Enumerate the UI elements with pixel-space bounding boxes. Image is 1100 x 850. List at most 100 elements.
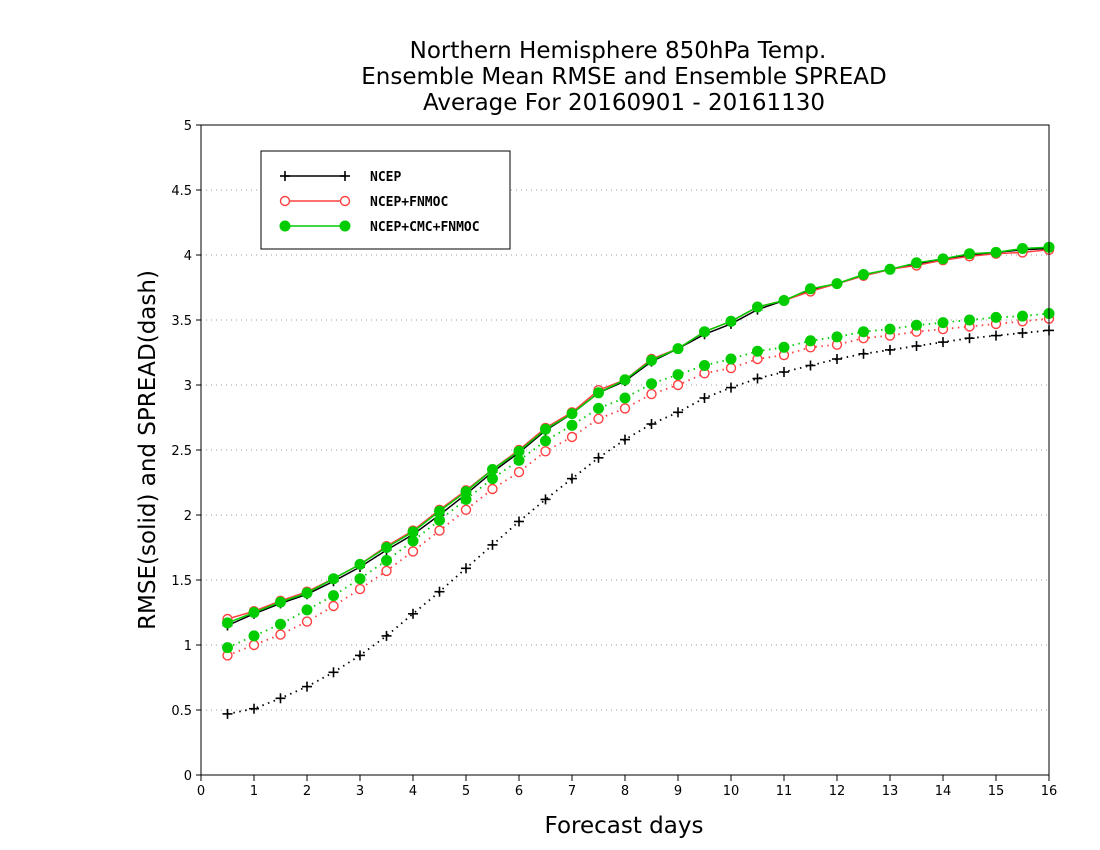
y-tick-label: 1.5 xyxy=(171,574,192,589)
point-marker xyxy=(540,446,551,457)
point-marker xyxy=(328,600,339,612)
point-marker xyxy=(354,583,366,595)
point-marker xyxy=(725,315,737,327)
series-line xyxy=(227,312,1050,649)
point-marker xyxy=(566,419,578,431)
legend-label: NCEP xyxy=(370,170,401,185)
x-tick-label: 0 xyxy=(197,784,205,799)
axis-ticks: 00.511.522.533.544.550 1 2 3 4 5 6 7 8 9 10 11 12 13 1… xyxy=(171,119,1057,799)
legend-box xyxy=(260,150,511,250)
point-marker xyxy=(593,413,604,424)
x-tick-label: 12 xyxy=(829,784,846,799)
point-marker xyxy=(275,629,286,640)
legend-item-ncep: NCEP xyxy=(280,170,401,185)
point-marker xyxy=(937,317,949,329)
point-marker xyxy=(279,195,291,207)
y-tick-label: 4 xyxy=(184,249,192,264)
series-ncep-fnmoc-dotted xyxy=(222,313,1055,661)
point-marker xyxy=(1017,243,1028,254)
point-marker xyxy=(619,374,631,386)
point-marker xyxy=(778,295,790,306)
y-tick-label: 0.5 xyxy=(171,704,192,719)
point-marker xyxy=(434,525,445,536)
x-tick-label: 4 xyxy=(409,784,417,799)
point-marker xyxy=(884,263,896,275)
point-marker xyxy=(328,590,339,602)
point-marker xyxy=(513,445,525,457)
y-tick-label: 1 xyxy=(184,639,192,654)
x-tick-label: 6 xyxy=(515,784,523,799)
x-tick-label: 13 xyxy=(882,784,899,799)
y-tick-label: 2.5 xyxy=(171,444,192,459)
point-marker xyxy=(460,493,472,505)
chart-title-line-3: Average For 20160901 - 20161130 xyxy=(423,90,825,116)
point-marker xyxy=(407,535,419,547)
point-marker xyxy=(990,311,1002,323)
point-marker xyxy=(381,565,392,577)
point-marker xyxy=(805,283,816,295)
point-marker xyxy=(540,435,551,447)
point-marker xyxy=(407,546,419,557)
point-marker xyxy=(354,558,366,570)
point-marker xyxy=(222,642,233,654)
point-marker xyxy=(301,604,313,616)
legend: NCEP NCEP+FNMOC NCEP+CMC+FNMOC xyxy=(260,150,511,250)
series-line xyxy=(227,246,1050,624)
x-tick-label: 15 xyxy=(988,784,1005,799)
point-marker xyxy=(339,195,351,207)
y-tick-label: 4.5 xyxy=(171,184,192,199)
point-marker xyxy=(646,378,657,390)
chart-title-line-2: Ensemble Mean RMSE and Ensemble SPREAD xyxy=(361,64,886,90)
y-axis-label: RMSE(solid) and SPREAD(dash) xyxy=(135,270,161,630)
y-tick-label: 5 xyxy=(184,119,192,134)
legend-label: NCEP+FNMOC xyxy=(370,195,448,210)
point-marker xyxy=(460,504,472,515)
point-marker xyxy=(699,360,710,371)
x-tick-label: 3 xyxy=(356,784,364,799)
point-marker xyxy=(752,345,763,357)
point-marker xyxy=(407,526,419,538)
point-marker xyxy=(831,278,843,290)
x-tick-label: 1 xyxy=(250,784,258,799)
point-marker xyxy=(937,253,949,265)
point-marker xyxy=(778,341,790,353)
point-marker xyxy=(593,402,604,414)
x-tick-label: 11 xyxy=(776,784,793,799)
point-marker xyxy=(619,403,631,414)
point-marker xyxy=(566,408,578,420)
point-marker xyxy=(672,369,684,381)
point-marker xyxy=(964,314,975,326)
x-tick-label: 5 xyxy=(462,784,470,799)
point-marker xyxy=(275,618,286,630)
series-ncep-dotted xyxy=(222,325,1054,719)
chart-title: Northern Hemisphere 850hPa Temp. Ensembl… xyxy=(361,38,886,116)
point-marker xyxy=(858,326,869,338)
series-ncep-solid xyxy=(222,243,1054,631)
point-marker xyxy=(566,431,578,443)
x-tick-label: 7 xyxy=(568,784,576,799)
point-marker xyxy=(328,573,339,585)
point-marker xyxy=(222,617,233,629)
point-marker xyxy=(381,555,392,566)
point-marker xyxy=(513,454,525,466)
point-marker xyxy=(339,220,351,232)
point-marker xyxy=(487,483,498,495)
point-marker xyxy=(752,301,763,313)
x-tick-label: 9 xyxy=(674,784,682,799)
point-marker xyxy=(275,596,286,608)
series-line xyxy=(227,329,1050,715)
point-marker xyxy=(540,423,551,435)
point-marker xyxy=(831,331,843,343)
x-tick-label: 16 xyxy=(1041,784,1058,799)
point-marker xyxy=(434,505,445,517)
series-line xyxy=(227,249,1050,620)
point-marker xyxy=(672,379,684,391)
point-marker xyxy=(672,343,684,355)
point-marker xyxy=(487,464,498,475)
y-tick-label: 3 xyxy=(184,379,192,394)
legend-item-ncep-cmc-fnmoc: NCEP+CMC+FNMOC xyxy=(279,220,480,235)
point-marker xyxy=(1017,310,1028,322)
point-marker xyxy=(248,630,260,642)
